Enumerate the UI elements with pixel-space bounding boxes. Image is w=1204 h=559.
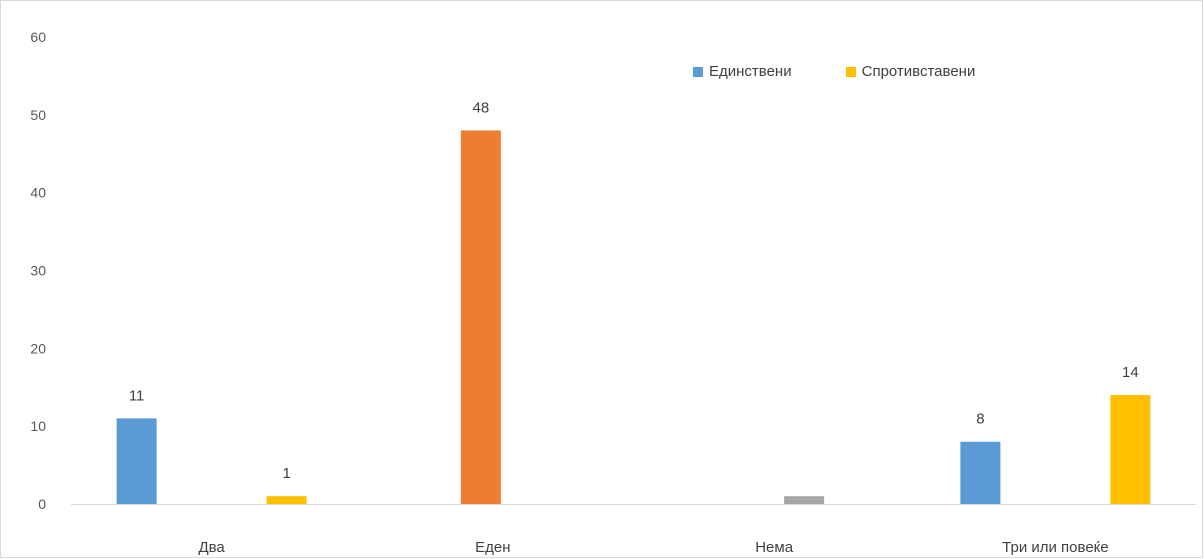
x-category-label: Еден <box>475 539 510 556</box>
y-tick-label: 60 <box>30 29 46 45</box>
bar <box>784 496 825 504</box>
bar <box>116 418 157 504</box>
legend-item-unique: Единствени <box>693 63 792 80</box>
bar <box>460 130 501 504</box>
x-category-label: Два <box>198 539 225 556</box>
y-tick-label: 40 <box>30 185 46 201</box>
y-tick-label: 50 <box>30 107 46 123</box>
legend: Единствени Спротивставени <box>693 63 975 80</box>
bar <box>960 441 1001 504</box>
legend-label-opposed: Спротивставени <box>861 63 976 80</box>
bar <box>1110 395 1151 504</box>
y-tick-label: 30 <box>30 263 46 279</box>
legend-item-opposed: Спротивставени <box>845 63 976 80</box>
y-tick-label: 0 <box>38 496 46 512</box>
legend-swatch-unique <box>693 66 703 77</box>
y-tick-label: 10 <box>30 418 46 434</box>
x-category-label: Нема <box>755 539 793 556</box>
legend-label-unique: Единствени <box>709 63 792 80</box>
data-label: 11 <box>129 387 145 404</box>
bar <box>266 496 307 504</box>
x-category-label: Три или повеќе <box>1002 539 1108 556</box>
data-label: 8 <box>976 411 984 428</box>
data-label: 14 <box>1122 364 1139 381</box>
y-tick-label: 20 <box>30 340 46 356</box>
legend-swatch-opposed <box>845 66 856 77</box>
data-label: 48 <box>473 99 490 116</box>
data-label: 1 <box>282 465 290 482</box>
